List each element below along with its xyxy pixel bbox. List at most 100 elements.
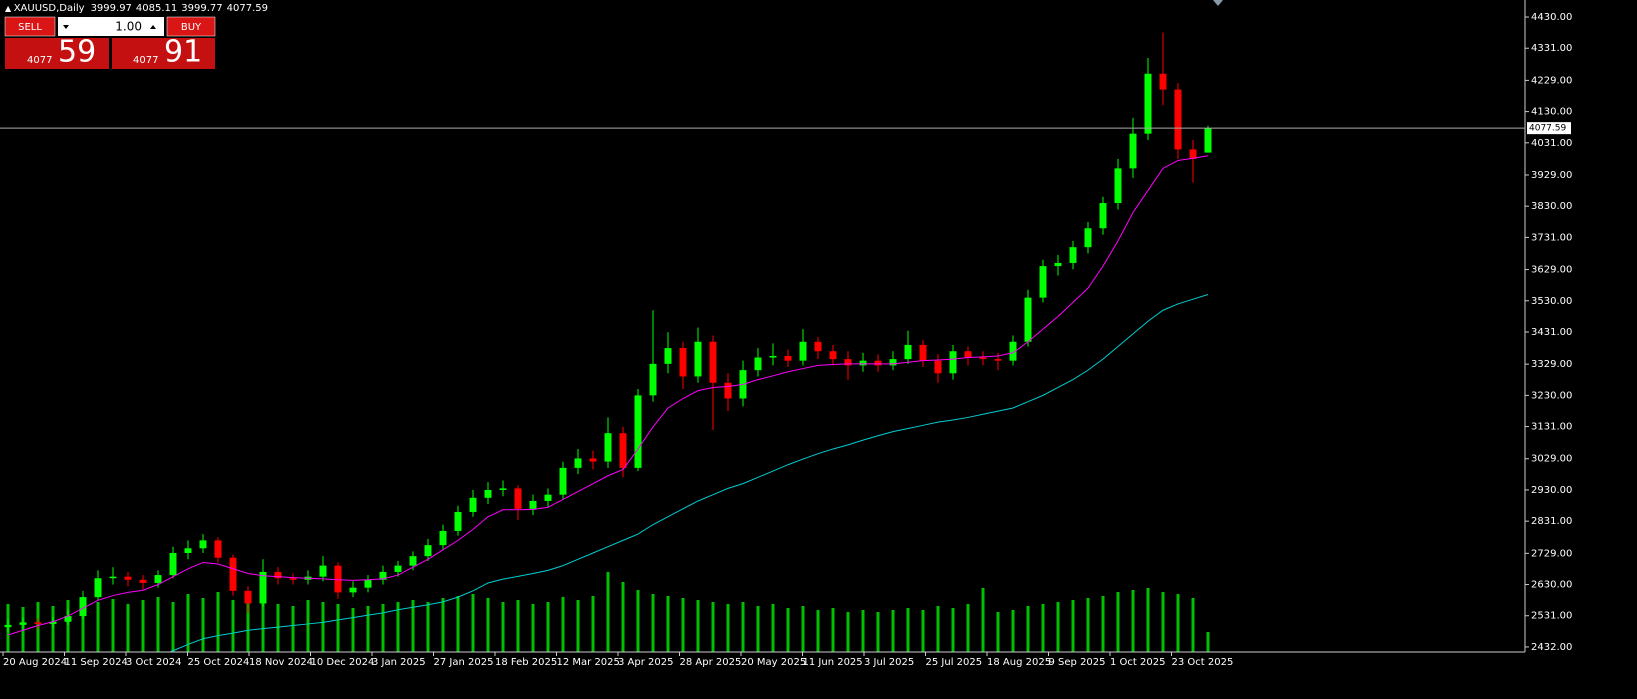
volume-bar [171,602,175,652]
volume-bar [546,602,550,652]
candle-body [724,382,732,399]
volume-bar [66,600,70,652]
sell-label: SELL [18,22,42,33]
candle-body [679,348,687,377]
volume-bar [141,600,145,652]
volume-bar [816,610,820,652]
y-tick-label: 2531.00 [1531,611,1572,622]
volume-bar [636,590,640,652]
volume-bar [531,604,535,652]
candle-body [469,497,477,513]
volume-bar [306,600,310,652]
buy-price-box[interactable] [112,38,215,69]
candle-body [919,344,927,361]
volume-bar [216,592,220,652]
volume-bar [771,604,775,652]
candle-body [1159,73,1167,90]
lot-input[interactable] [58,17,164,36]
lot-up[interactable] [150,25,156,29]
symbol: XAUUSD,Daily [14,3,85,14]
candle-body [1009,341,1017,361]
candle-body [1084,228,1092,248]
volume-bar [51,606,55,652]
candle-body [154,575,162,583]
candle-body [169,553,177,576]
buy-price-small: 91 [164,35,202,70]
candle-body [994,359,1002,361]
candle-body [364,579,372,588]
candle-body [214,540,222,558]
x-tick-label: 25 Oct 2024 [188,657,250,668]
candle-body [109,576,117,579]
candle-body [34,622,42,624]
lot-down[interactable] [63,25,69,29]
candle-body [394,565,402,572]
y-tick-label: 3530.00 [1531,296,1572,307]
buy-label: BUY [181,22,202,33]
x-tick-label: 11 Jun 2025 [803,657,863,668]
y-tick-label: 4130.00 [1531,107,1572,118]
volume-bar [1206,632,1210,652]
sell-price-box[interactable] [5,38,109,69]
candle-body [229,557,237,591]
candle-body [64,616,72,622]
x-tick-label: 12 Mar 2025 [557,657,620,668]
x-tick-label: 25 Jul 2025 [926,657,983,668]
sell-button[interactable] [4,16,56,37]
volume-bar [861,610,865,652]
volume-bar [96,602,100,652]
x-tick-label: 20 Aug 2024 [3,657,67,668]
sell-price-small: 59 [58,35,96,70]
candle-body [979,357,987,360]
candle-body [199,540,207,549]
candle-body [1024,297,1032,342]
volume-bar [81,597,85,652]
volume-bar [291,606,295,652]
volume-bar [1101,596,1105,652]
candle-body [589,458,597,462]
candle-body [619,433,627,468]
candle-body [544,494,552,501]
volume-bar [651,594,655,652]
volume-bar [1191,598,1195,652]
volume-bar [621,582,625,652]
candle-body [19,622,27,625]
candle-body [784,355,792,361]
y-tick-label: 3830.00 [1531,201,1572,212]
volume-bar [981,588,985,652]
shift-marker [1213,0,1223,6]
y-tick-label: 3731.00 [1531,232,1572,243]
volume-bar [876,612,880,652]
volume-bar [831,608,835,652]
candle-body [1099,203,1107,229]
x-tick-label: 27 Jan 2025 [434,657,494,668]
x-tick-label: 3 Apr 2025 [618,657,673,668]
y-tick-label: 3629.00 [1531,265,1572,276]
volume-bar [276,604,280,652]
candle-body [1039,266,1047,298]
ohlc-low: 3999.77 [181,3,222,14]
candle-body [124,576,132,580]
candle-body [904,344,912,360]
volume-bar [1056,602,1060,652]
x-tick-label: 1 Oct 2025 [1110,657,1165,668]
volume-bar [1026,606,1030,652]
volume-bar [951,608,955,652]
volume-bar [396,602,400,652]
candle-body [349,587,357,593]
volume-bar [1116,592,1120,652]
y-tick-label: 4229.00 [1531,75,1572,86]
x-tick-label: 18 Aug 2025 [987,657,1051,668]
volume-bar [921,610,925,652]
volume-bar [1041,604,1045,652]
candle-body [319,565,327,577]
buy-button[interactable] [166,16,216,37]
volume-bar [801,606,805,652]
volume-bar [336,604,340,652]
candle-body [769,355,777,358]
x-tick-label: 18 Feb 2025 [495,657,557,668]
moving-average [7,155,1209,636]
volume-bar [231,600,235,652]
sell-price-big: 4077 [27,55,52,66]
volume-bar [681,598,685,652]
